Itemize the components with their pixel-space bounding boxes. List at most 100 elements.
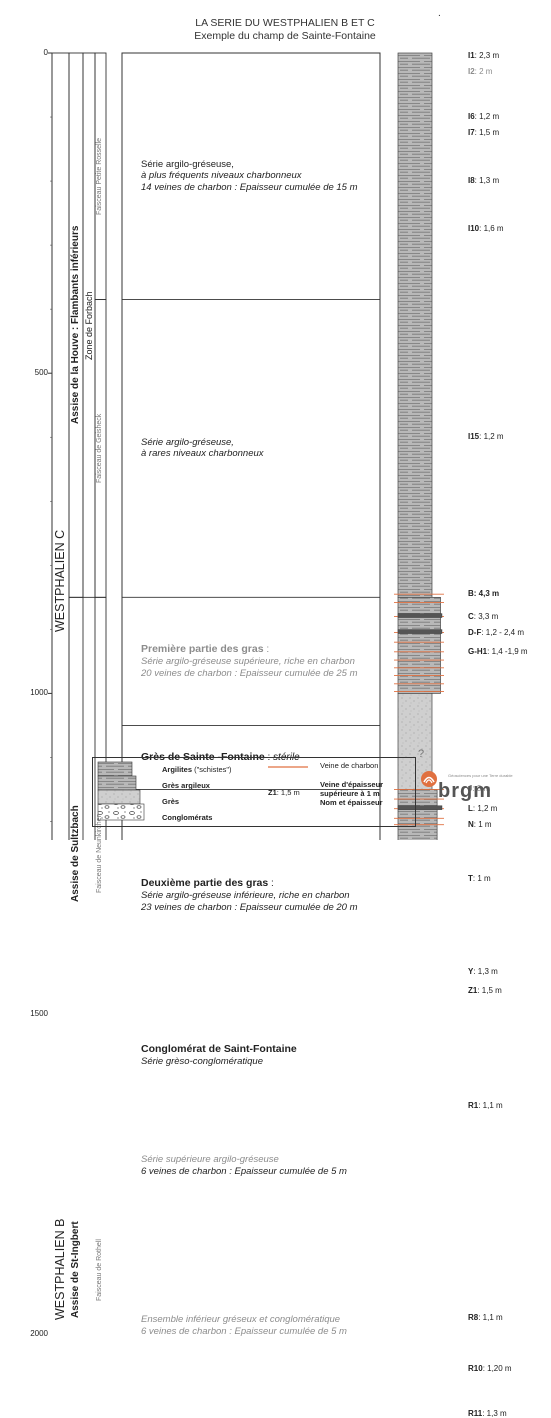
description-text: 23 veines de charbon : Epaisseur cumulée… — [141, 901, 358, 913]
bed-label: I2: 2 m — [468, 67, 492, 76]
bed-name: L — [468, 803, 473, 813]
brgm-wordmark: brgm — [438, 780, 492, 802]
assises-label: Assise de Sultzbach — [70, 805, 82, 902]
bed-thickness: : 1,1 m — [478, 1312, 503, 1322]
description-text: Série grèso-conglomératique — [141, 1055, 263, 1067]
bed-label: Z1: 1,5 m — [468, 986, 502, 995]
description-text: 6 veines de charbon : Epaisseur cumulée … — [141, 1165, 347, 1177]
assises-label: Assise de la Houve : Flambants inférieur… — [70, 225, 82, 425]
description-text: Deuxième partie des gras — [141, 877, 269, 890]
bed-label: R11: 1,3 m — [468, 1409, 507, 1418]
diagram-title: LA SERIE DU WESTPHALIEN B ET C Exemple d… — [150, 17, 420, 43]
bed-name: D-F — [468, 627, 482, 637]
description-line: Série argilo-gréseuse, — [141, 437, 376, 449]
depth-tick-label: 1000 — [30, 688, 48, 698]
faisceaux-label: Faisceau de Geisheck — [96, 413, 104, 483]
column-bottom-mark: ? — [418, 748, 425, 760]
description-line: Série argilo-gréseuse inférieure, riche … — [141, 890, 376, 902]
description-block: Série supérieure argilo-gréseuse 6 veines… — [141, 1154, 376, 1177]
description-line: à rares niveaux charbonneux — [141, 448, 376, 460]
title-line: LA SERIE DU WESTPHALIEN B ET C — [195, 17, 375, 29]
legend-explanation: Veine d'épaisseur supérieure à 1 m Nom e… — [320, 780, 384, 807]
legend-example-bed: Z1: 1,5 m — [268, 788, 300, 797]
description-text: à plus fréquents niveaux charbonneux — [141, 170, 302, 182]
faisceaux-unit — [94, 596, 107, 840]
bed-thickness: : 1,2 - 2,4 m — [481, 627, 525, 637]
legend-swatch-conglomerats — [97, 803, 145, 821]
assises-label: Assise de St-Ingbert — [70, 1221, 82, 1319]
bed-name: B — [468, 589, 474, 599]
description-line: 6 veines de charbon : Epaisseur cumulée … — [141, 1166, 376, 1178]
bed-name: I15 — [468, 432, 480, 442]
bed-label: N: 1 m — [468, 820, 492, 829]
description-text: Série argilo-gréseuse, — [141, 158, 234, 170]
lithology-layer — [397, 52, 433, 598]
bed-label: I15: 1,2 m — [468, 432, 504, 441]
bed-thickness: : 1,3 m — [473, 966, 498, 976]
depth-tick-label: 500 — [34, 368, 48, 378]
bed-thickness: : 1 m — [472, 874, 491, 884]
description-line: 6 veines de charbon : Epaisseur cumulée … — [141, 1326, 376, 1338]
bed-thickness: : 3 m — [472, 784, 491, 794]
bed-name: I6 — [468, 112, 475, 122]
bed-label: J: 3 m — [468, 784, 490, 793]
bed-name: Z1 — [468, 986, 478, 996]
description-text: Série argilo-gréseuse, — [141, 436, 234, 448]
bed-label: T: 1 m — [468, 874, 491, 883]
description-line: Ensemble inférieur gréseux et congloméra… — [141, 1314, 376, 1326]
description-text: Première partie des gras — [141, 643, 264, 656]
faisceaux-label: Faisceau de Rothell — [96, 1238, 104, 1301]
description-text: Ensemble inférieur gréseux et congloméra… — [141, 1314, 341, 1326]
legend-label-conglomerats: Conglomérats — [162, 813, 213, 822]
bed-label: R8: 1,1 m — [468, 1313, 503, 1322]
description-text: Série argilo-gréseuse supérieure, riche … — [141, 656, 355, 668]
bed-thickness: : 1,2 m — [474, 112, 500, 122]
legend-label-coal-vein: Veine de charbon — [320, 761, 379, 770]
description-line: Conglomérat de Saint-Fontaine — [141, 1043, 376, 1056]
bed-thickness: : 1 m — [473, 819, 492, 829]
bed-name: J — [468, 784, 473, 794]
zones-label: Zone de Forbach — [83, 291, 94, 360]
bed-name: I8 — [468, 176, 475, 186]
bed-label: B: 4,3 m — [468, 589, 499, 598]
bed-name: G-H1 — [468, 646, 488, 656]
brgm-logo-mark — [421, 771, 437, 787]
coal-seam-band — [397, 805, 443, 810]
coal-seam-band — [397, 613, 443, 618]
bed-label: C: 3,3 m — [468, 612, 498, 621]
bed-label: R1: 1,1 m — [468, 1101, 503, 1110]
bed-thickness: : 1,1 m — [478, 1101, 503, 1111]
bed-thickness: : 1,6 m — [479, 224, 504, 234]
stages-unit — [51, 52, 70, 840]
description-text: 20 veines de charbon : Epaisseur cumulée… — [141, 667, 358, 679]
bed-name: I7 — [468, 128, 475, 138]
bed-name: R1 — [468, 1101, 479, 1111]
description-block: Série argilo-gréseuse, à rares niveaux ch… — [141, 437, 376, 460]
bed-thickness: : 3,3 m — [473, 611, 499, 621]
description-text: Série supérieure argilo-gréseuse — [141, 1154, 279, 1166]
description-line: Série grèso-conglomératique — [141, 1056, 376, 1068]
description-line: Deuxième partie des gras : — [141, 877, 376, 890]
bed-thickness: : 4,3 m — [473, 589, 500, 599]
description-line: 14 veines de charbon : Epaisseur cumulée… — [141, 182, 376, 194]
legend-label-argilites: Argilites ("schistes") — [162, 765, 232, 774]
bed-thickness: : 1,2 m — [479, 432, 504, 442]
depth-tick-label: 1500 — [30, 1008, 48, 1018]
bed-label: L: 1,2 m — [468, 804, 497, 813]
bed-name: R10 — [468, 1364, 483, 1374]
lithology-layer — [397, 789, 438, 840]
stratigraphic-diagram — [48, 52, 444, 840]
legend-label-gres: Grès — [162, 797, 180, 806]
description-text: 14 veines de charbon : Epaisseur cumulée… — [141, 181, 358, 193]
brgm-tagline: Géosciences pour une Terre durable — [448, 773, 513, 778]
bed-label: G-H1: 1,4 -1,9 m — [468, 647, 528, 656]
description-text: à rares niveaux charbonneux — [141, 448, 264, 460]
bed-name: I10 — [468, 224, 480, 234]
description-line: 20 veines de charbon : Epaisseur cumulée… — [141, 668, 376, 680]
bed-label: I7: 1,5 m — [468, 128, 499, 137]
description-text: Grès de Sainte -Fontaine — [141, 750, 265, 763]
subtitle-line: Exemple du champ de Sainte-Fontaine — [194, 30, 376, 42]
bed-label: R10: 1,20 m — [468, 1364, 512, 1373]
bed-thickness: : 1,2 m — [472, 803, 498, 813]
bed-thickness: : 1,4 -1,9 m — [487, 646, 528, 656]
